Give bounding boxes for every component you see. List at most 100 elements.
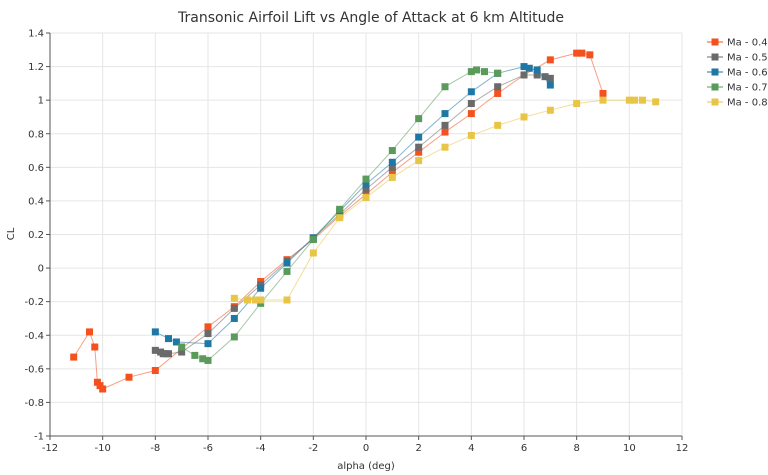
series-3 [151, 63, 554, 348]
data-point [520, 71, 528, 79]
y-tick-label: 0.2 [28, 230, 44, 241]
chart-title: Transonic Airfoil Lift vs Angle of Attac… [177, 10, 564, 26]
y-tick-label: 0.6 [28, 163, 44, 174]
data-point [230, 333, 238, 341]
data-point [70, 353, 78, 361]
x-tick-label: 12 [676, 443, 689, 454]
series-line [155, 74, 551, 355]
x-tick-label: 0 [363, 443, 369, 454]
y-tick-label: -0.6 [24, 364, 44, 375]
data-point [546, 106, 554, 114]
data-point [388, 147, 396, 155]
x-tick-label: -8 [150, 443, 160, 454]
legend-label: Ma - 0.5 [727, 53, 768, 64]
series-group [70, 49, 660, 393]
y-tick-label: -1 [34, 432, 44, 443]
data-point [578, 49, 586, 57]
data-point [204, 356, 212, 364]
data-point [599, 89, 607, 97]
data-point [467, 68, 475, 76]
data-point [541, 73, 549, 81]
data-point [388, 158, 396, 166]
x-tick-label: -12 [42, 443, 58, 454]
data-point [204, 323, 212, 331]
data-point [586, 51, 594, 59]
data-point [625, 96, 633, 104]
y-tick-label: 1.2 [28, 62, 44, 73]
y-tick-label: 0 [38, 264, 44, 275]
data-point [257, 284, 265, 292]
y-tick-label: -0.4 [24, 331, 44, 342]
data-point [494, 89, 502, 97]
data-point [199, 355, 207, 363]
x-tick-label: -6 [203, 443, 213, 454]
data-point [362, 185, 370, 193]
y-tick-label: 0.4 [28, 196, 44, 207]
x-tick-label: -2 [308, 443, 318, 454]
data-point [251, 296, 259, 304]
data-point [415, 157, 423, 165]
data-point [388, 163, 396, 171]
data-point [494, 69, 502, 77]
legend-item: Ma - 0.5 [707, 53, 768, 64]
data-point [388, 173, 396, 181]
data-point [533, 66, 541, 74]
data-point [151, 328, 159, 336]
data-point [388, 168, 396, 176]
data-point [230, 314, 238, 322]
data-point [573, 49, 581, 57]
legend-item: Ma - 0.6 [707, 68, 768, 79]
data-point [362, 180, 370, 188]
data-point [283, 259, 291, 267]
data-point [441, 143, 449, 151]
data-point [151, 346, 159, 354]
data-point [441, 110, 449, 118]
data-point [257, 296, 265, 304]
legend-swatch [711, 98, 719, 106]
series-2 [151, 71, 554, 358]
data-point [533, 71, 541, 79]
grid [49, 32, 683, 437]
x-tick-label: -4 [256, 443, 266, 454]
data-point [283, 296, 291, 304]
data-point [520, 63, 528, 71]
data-point [230, 294, 238, 302]
data-point [309, 249, 317, 257]
legend-item: Ma - 0.8 [707, 98, 768, 109]
data-point [165, 335, 172, 343]
data-point [172, 338, 180, 346]
data-point [178, 343, 186, 351]
data-point [283, 267, 291, 275]
y-tick-label: 0.8 [28, 129, 44, 140]
data-point [165, 350, 172, 358]
x-tick-label: 4 [468, 443, 474, 454]
x-tick-label: 8 [573, 443, 579, 454]
data-point [415, 115, 423, 123]
data-point [639, 96, 646, 104]
x-axis-title: alpha (deg) [337, 461, 395, 472]
legend-swatch [711, 83, 719, 91]
data-point [473, 66, 481, 74]
data-point [415, 133, 423, 141]
data-point [336, 214, 344, 222]
data-point [467, 131, 475, 139]
legend-label: Ma - 0.8 [727, 98, 768, 109]
x-tick-label: 10 [623, 443, 636, 454]
data-point [494, 83, 502, 91]
data-point [441, 128, 449, 136]
data-point [244, 296, 251, 304]
legend-item: Ma - 0.7 [707, 83, 768, 94]
data-point [546, 81, 554, 89]
data-point [204, 330, 212, 338]
data-point [125, 373, 133, 381]
data-point [467, 88, 475, 96]
y-axis-title: CL [6, 227, 17, 240]
axes: -12 -10 -8 -6 -4 -2 0 2 4 6 8 10 12-1-0.8-0.6-0.4-0.… [24, 29, 688, 455]
legend-item: Ma - 0.4 [707, 38, 768, 49]
data-point [441, 83, 449, 91]
data-point [481, 68, 488, 76]
data-point [86, 328, 93, 336]
data-point [191, 351, 199, 359]
